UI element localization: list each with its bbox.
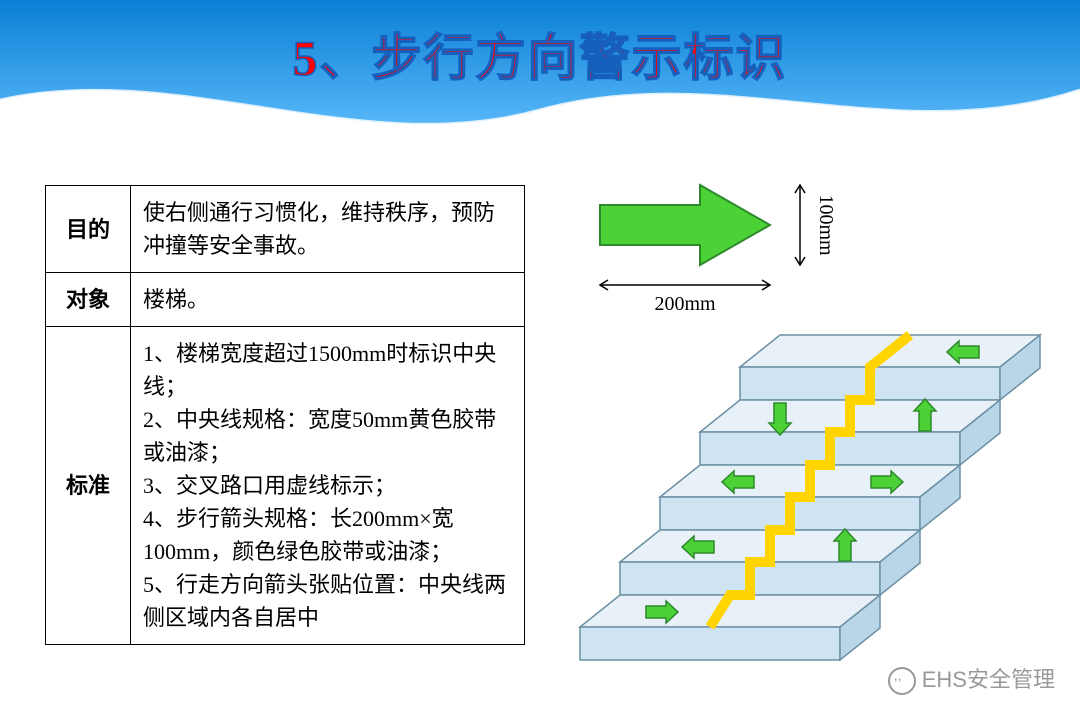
page-title: 5、步行方向警示标识 [0, 18, 1080, 90]
svg-text:100mm: 100mm [815, 194, 837, 256]
row-label: 目的 [46, 186, 131, 273]
watermark: EHS安全管理 [888, 662, 1055, 695]
spec-table: 目的 使右侧通行习惯化，维持秩序，预防冲撞等安全事故。 对象 楼梯。 标准 1、… [45, 185, 525, 645]
green-arrow-icon [600, 185, 770, 265]
row-label: 标准 [46, 327, 131, 645]
row-text: 楼梯。 [131, 273, 525, 327]
table-row: 目的 使右侧通行习惯化，维持秩序，预防冲撞等安全事故。 [46, 186, 525, 273]
row-label: 对象 [46, 273, 131, 327]
row-text: 1、楼梯宽度超过1500mm时标识中央线； 2、中央线规格：宽度50mm黄色胶带… [131, 327, 525, 645]
wechat-icon [888, 667, 916, 695]
table-row: 对象 楼梯。 [46, 273, 525, 327]
stair-diagram [550, 290, 1070, 690]
table-row: 标准 1、楼梯宽度超过1500mm时标识中央线； 2、中央线规格：宽度50mm黄… [46, 327, 525, 645]
height-dimension: 100mm [795, 185, 837, 265]
row-text: 使右侧通行习惯化，维持秩序，预防冲撞等安全事故。 [131, 186, 525, 273]
